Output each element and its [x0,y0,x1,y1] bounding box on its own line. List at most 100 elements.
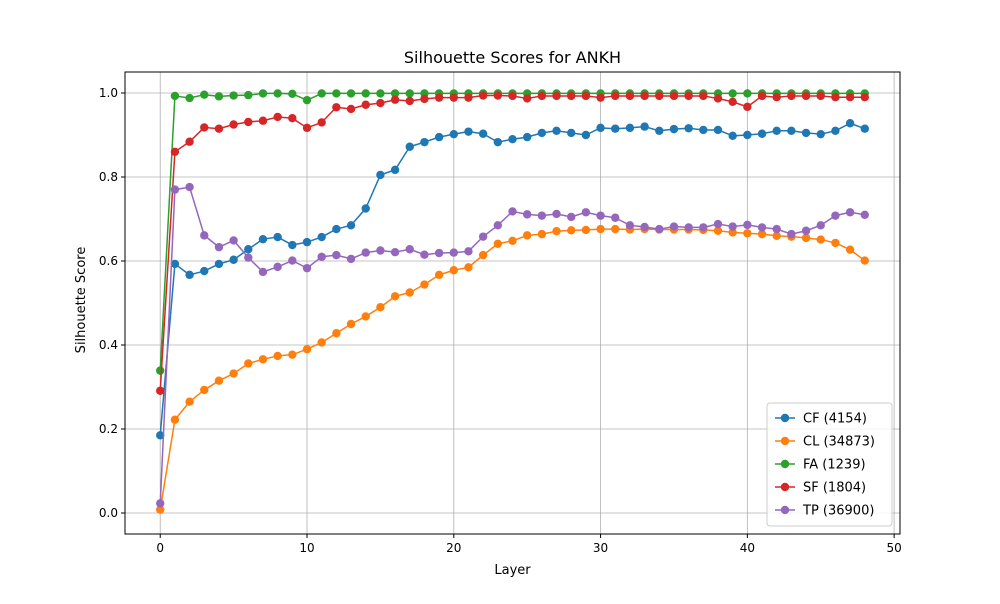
data-point [449,266,458,275]
data-point [258,89,268,98]
data-point [317,232,326,242]
axes: 0 10 20 30 40 50 0.0 0.2 0.4 0.6 0.8 1.0 [99,71,902,555]
data-point [288,240,297,250]
data-point [743,102,752,112]
data-point [200,266,209,276]
data-point [464,127,473,136]
data-point [200,123,209,132]
data-point [684,223,693,232]
data-point [655,224,664,234]
data-point [625,91,635,101]
data-point [302,95,312,105]
data-point [390,89,400,98]
data-point [522,94,532,103]
legend-label: CL (34873) [803,435,875,450]
data-point [185,137,194,146]
data-point [170,91,180,101]
data-point [302,123,312,133]
y-tick-label: 0.0 [99,506,118,520]
data-point [214,259,224,269]
data-point [567,212,576,222]
data-point [156,499,165,508]
data-point [420,94,429,104]
data-point [699,223,708,232]
data-point [361,204,370,213]
data-point [581,91,591,101]
data-point [772,224,781,234]
data-point [508,135,517,144]
data-point [772,231,781,240]
data-point [449,248,458,257]
data-point [185,270,194,280]
data-point [170,147,180,156]
data-point [493,91,503,100]
data-point [611,213,620,222]
series-lines [156,89,869,514]
data-point [258,234,268,244]
legend-item: TP (36900) [775,504,874,519]
x-tick-label: 30 [593,541,608,555]
data-point [288,350,297,359]
data-point [713,219,723,229]
data-point [831,93,840,102]
data-point [244,253,253,262]
legend-swatch-marker [780,436,790,446]
data-point [390,292,400,301]
data-point [346,104,356,114]
data-point [757,223,767,232]
data-point [816,91,825,101]
data-point [772,93,781,102]
data-point [156,505,165,514]
data-point [845,208,855,217]
data-point [244,359,253,368]
data-point [464,263,473,272]
x-axis-label: Layer [494,563,531,578]
data-point [655,126,664,135]
data-point [728,131,737,141]
data-point [816,129,825,139]
data-point [185,93,194,103]
data-point [464,247,473,256]
data-point [640,91,649,101]
data-point [655,91,664,101]
data-point [156,366,165,375]
data-point [273,89,282,98]
legend-item: SF (1804) [775,481,866,496]
data-point [244,245,253,254]
y-tick-label: 0.2 [99,422,118,436]
data-point [434,270,444,280]
data-point [405,288,414,297]
data-point [376,170,385,180]
data-point [669,91,679,101]
data-point [317,118,326,127]
data-point [611,224,620,234]
data-point [258,355,268,364]
data-point [611,124,620,133]
data-point [699,91,708,101]
data-point [625,221,635,230]
data-point [860,256,869,265]
data-point [390,247,400,257]
data-point [522,132,532,142]
legend-item: CL (34873) [775,435,875,450]
data-point [376,246,385,255]
data-point [244,90,253,100]
data-point [229,236,238,245]
data-point [420,250,429,259]
data-point [361,100,370,109]
data-point [200,385,209,395]
data-point [860,210,869,219]
series-tp [156,182,869,508]
data-point [434,248,444,258]
data-point [214,376,224,385]
data-point [273,351,282,361]
data-point [567,128,576,138]
data-point [860,124,869,133]
data-point [405,245,414,254]
data-point [493,239,503,248]
data-point [361,312,370,321]
data-point [728,222,737,231]
data-point [405,89,414,98]
